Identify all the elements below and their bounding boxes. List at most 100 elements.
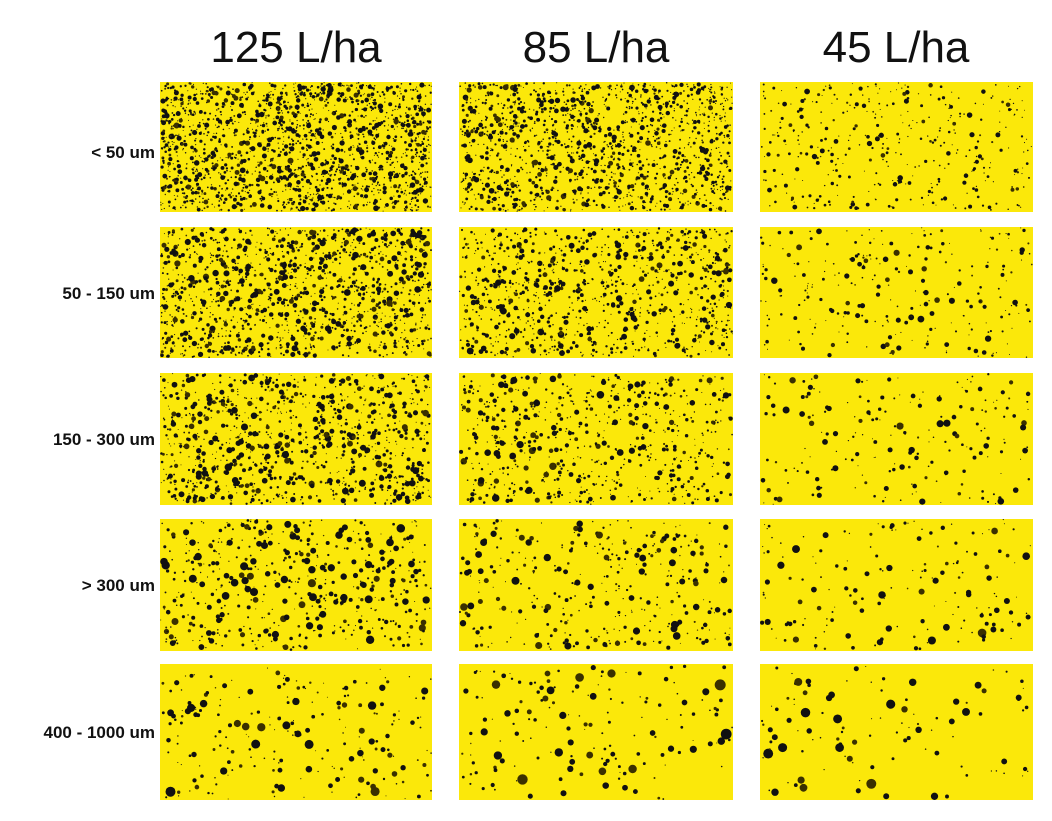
droplet <box>231 122 234 124</box>
droplet <box>429 206 431 208</box>
droplet <box>617 165 621 169</box>
droplet <box>624 120 627 122</box>
droplet <box>684 179 688 183</box>
droplet <box>337 284 341 287</box>
droplet <box>546 195 552 201</box>
droplet <box>424 235 426 238</box>
droplet <box>238 351 241 354</box>
droplet <box>160 186 164 190</box>
droplet <box>868 190 870 193</box>
droplet <box>585 160 590 164</box>
droplet <box>287 111 290 114</box>
droplet <box>292 262 297 268</box>
droplet <box>319 289 325 295</box>
droplet <box>379 108 384 114</box>
droplet <box>716 188 719 191</box>
droplet <box>404 312 410 318</box>
droplet <box>346 177 350 181</box>
droplet <box>215 277 218 281</box>
droplet <box>1023 109 1026 111</box>
droplet <box>180 286 184 289</box>
droplet <box>268 91 270 93</box>
droplet <box>482 169 484 171</box>
droplet <box>496 84 498 87</box>
droplet <box>363 194 369 199</box>
droplet <box>320 339 322 341</box>
droplet <box>234 169 240 175</box>
droplet <box>391 255 398 262</box>
droplet <box>282 148 285 151</box>
droplet <box>879 108 881 111</box>
droplet <box>253 134 257 138</box>
droplet <box>886 137 888 139</box>
droplet <box>707 124 710 127</box>
droplet <box>333 156 337 161</box>
droplet <box>726 124 729 127</box>
droplet <box>838 174 842 178</box>
droplet <box>343 151 346 153</box>
droplet <box>984 180 986 182</box>
droplet <box>630 118 633 121</box>
droplet <box>307 332 311 336</box>
droplet <box>411 351 413 353</box>
droplet <box>280 177 283 180</box>
droplet <box>190 315 195 320</box>
droplet <box>698 156 700 159</box>
droplet <box>296 293 301 298</box>
droplet <box>596 178 600 181</box>
droplet <box>259 263 261 266</box>
droplet <box>655 205 657 207</box>
droplet <box>356 82 358 84</box>
droplet <box>866 134 870 139</box>
droplet <box>728 169 732 172</box>
droplet <box>635 120 638 123</box>
droplet <box>165 97 169 101</box>
droplet <box>411 206 413 208</box>
droplet <box>531 180 536 185</box>
droplet <box>403 350 407 354</box>
droplet <box>162 343 165 345</box>
droplet <box>588 119 592 123</box>
droplet <box>628 93 633 98</box>
droplet <box>618 129 620 132</box>
droplet <box>207 155 210 158</box>
droplet <box>488 133 493 137</box>
droplet <box>207 341 210 343</box>
droplet <box>412 340 414 343</box>
droplet <box>824 126 829 131</box>
droplet <box>413 132 415 134</box>
droplet <box>169 171 171 173</box>
droplet <box>419 327 422 329</box>
droplet <box>318 308 322 311</box>
droplet <box>417 279 420 282</box>
droplet <box>289 284 292 286</box>
droplet <box>198 195 201 198</box>
droplet <box>619 91 621 93</box>
droplet <box>289 259 293 262</box>
droplet <box>365 146 369 150</box>
droplet <box>416 142 421 147</box>
droplet <box>423 348 425 350</box>
droplet <box>281 127 284 130</box>
droplet <box>507 107 509 109</box>
droplet <box>425 185 427 187</box>
droplet <box>245 238 251 245</box>
droplet <box>927 194 930 196</box>
droplet <box>892 206 895 210</box>
droplet <box>206 307 208 310</box>
droplet <box>303 91 306 94</box>
droplet <box>688 272 694 278</box>
droplet <box>338 344 341 347</box>
droplet <box>617 143 619 145</box>
droplet <box>192 161 194 164</box>
droplet <box>656 163 658 166</box>
droplet <box>204 127 207 130</box>
droplet <box>910 127 912 130</box>
droplet <box>161 338 163 340</box>
droplet <box>180 177 182 179</box>
droplet <box>315 133 317 135</box>
droplet <box>928 116 930 119</box>
spray-card <box>760 82 1033 212</box>
droplet <box>329 174 332 177</box>
